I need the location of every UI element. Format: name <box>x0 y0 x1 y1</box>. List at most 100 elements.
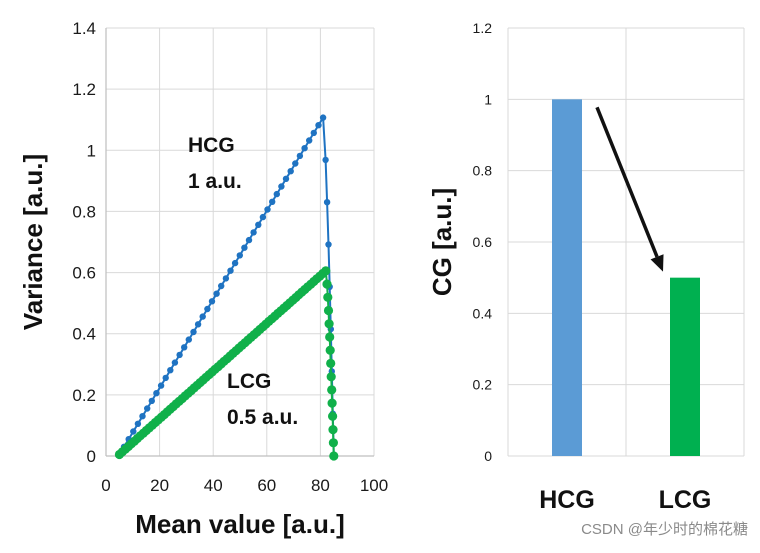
watermark: CSDN @年少时的棉花糖 <box>581 521 748 538</box>
variance-y-tick-label: 0 <box>87 447 96 466</box>
variance-x-tick-label: 80 <box>311 476 330 495</box>
hcg-data-point <box>227 267 234 274</box>
variance-y-tick-label: 0.2 <box>72 386 96 405</box>
hcg-data-point <box>322 156 329 164</box>
lcg-data-point <box>328 425 338 435</box>
hcg-data-point <box>236 252 243 259</box>
hcg-data-point <box>167 367 174 374</box>
cg-y-ticks: 0 0.2 0.4 0.6 0.8 1 1.2 <box>473 20 493 464</box>
hcg-data-point <box>218 282 225 290</box>
lcg-data-point <box>328 438 338 448</box>
cg-bar-lcg <box>670 277 700 456</box>
hcg-data-point <box>315 122 322 129</box>
hcg-data-point <box>185 336 192 343</box>
cg-category-label: LCG <box>659 486 712 514</box>
lcg-data-point <box>327 398 337 408</box>
hcg-data-point <box>292 160 299 167</box>
variance-y-tick-label: 0.8 <box>72 202 96 221</box>
variance-y-tick-label: 1 <box>87 141 96 160</box>
hcg-data-point <box>306 137 313 144</box>
hcg-data-point <box>199 313 206 320</box>
hcg-data-point <box>255 221 262 228</box>
hcg-data-point <box>259 213 267 221</box>
hcg-data-point <box>250 229 257 236</box>
variance-x-tick-label: 20 <box>150 476 169 495</box>
variance-x-tick-label: 100 <box>360 476 388 495</box>
hcg-data-point <box>181 344 188 351</box>
hcg-data-point <box>139 413 146 420</box>
lcg-data-point <box>325 332 335 342</box>
hcg-data-point <box>176 351 183 359</box>
variance-y-tick-label: 0.4 <box>72 325 96 344</box>
hcg-data-point <box>325 241 332 248</box>
variance-y-tick-label: 1.4 <box>72 19 96 38</box>
hcg-data-point <box>222 275 230 282</box>
hcg-data-point <box>171 359 179 366</box>
variance-x-ticks: 0 20 40 60 80 100 <box>101 476 388 495</box>
variance-series <box>114 114 339 461</box>
hcg-annotation-name: HCG <box>188 134 235 157</box>
variance-gridlines <box>106 27 375 456</box>
lcg-annotation-name: LCG <box>227 370 271 393</box>
cg-y-tick-label: 1 <box>484 91 492 107</box>
cg-y-tick-label: 1.2 <box>473 20 493 36</box>
cg-bar-hcg <box>552 99 582 456</box>
cg-bars <box>552 99 700 456</box>
cg-y-axis-title: CG [a.u.] <box>427 188 457 296</box>
cg-category-label: HCG <box>539 486 595 514</box>
hcg-annotation-value: 1 a.u. <box>188 170 242 193</box>
cg-y-tick-label: 0 <box>484 448 492 464</box>
hcg-data-point <box>245 236 253 244</box>
lcg-data-point <box>322 279 332 289</box>
hcg-data-point <box>287 168 294 175</box>
hcg-data-point <box>208 298 216 305</box>
cg-category-labels: HCG LCG <box>539 486 711 514</box>
hcg-data-point <box>190 328 197 336</box>
hcg-data-point <box>148 397 155 405</box>
variance-x-tick-label: 40 <box>204 476 223 495</box>
hcg-data-point <box>273 190 280 198</box>
lcg-data-point <box>323 292 333 302</box>
cg-y-tick-label: 0.4 <box>473 305 493 321</box>
decrease-arrowhead <box>650 254 664 272</box>
variance-y-tick-label: 0.6 <box>72 264 96 283</box>
lcg-data-point <box>327 385 337 395</box>
hcg-data-point <box>264 206 271 213</box>
cg-y-tick-label: 0.2 <box>473 377 493 393</box>
hcg-data-point <box>144 405 151 412</box>
hcg-data-point <box>301 145 308 152</box>
lcg-data-point <box>328 411 338 421</box>
variance-y-axis-title: Variance [a.u.] <box>18 154 48 330</box>
lcg-data-point <box>321 266 331 276</box>
cg-y-tick-label: 0.8 <box>473 163 493 179</box>
variance-y-ticks: 0 0.2 0.4 0.6 0.8 1 1.2 1.4 <box>72 19 96 466</box>
variance-x-tick-label: 0 <box>101 476 110 495</box>
hcg-data-point <box>162 374 169 382</box>
variance-y-tick-label: 1.2 <box>72 80 96 99</box>
hcg-data-point <box>153 390 160 397</box>
hcg-data-point <box>282 175 290 182</box>
hcg-data-point <box>296 152 304 160</box>
lcg-annotation-value: 0.5 a.u. <box>227 406 298 429</box>
hcg-data-point <box>241 244 248 251</box>
decrease-arrow <box>595 106 659 258</box>
lcg-data-point <box>325 345 335 355</box>
cg-gridlines <box>507 27 745 457</box>
lcg-data-point <box>323 305 334 316</box>
cg-y-tick-label: 0.6 <box>473 234 493 250</box>
variance-x-axis-title: Mean value [a.u.] <box>135 509 345 539</box>
variance-chart: 0 0.2 0.4 0.6 0.8 1 1.2 1.4 0 20 40 60 80 100 Varian… <box>18 19 388 539</box>
hcg-data-point <box>323 199 331 206</box>
hcg-data-point <box>269 198 276 205</box>
hcg-data-point <box>204 305 211 313</box>
hcg-data-point <box>231 259 239 267</box>
lcg-data-point <box>324 319 334 329</box>
lcg-data-point <box>326 358 336 368</box>
hcg-data-point <box>194 321 202 328</box>
lcg-data-point <box>326 372 336 382</box>
lcg-data-point <box>329 451 339 461</box>
hcg-data-point <box>157 382 165 389</box>
hcg-data-point <box>134 420 142 427</box>
